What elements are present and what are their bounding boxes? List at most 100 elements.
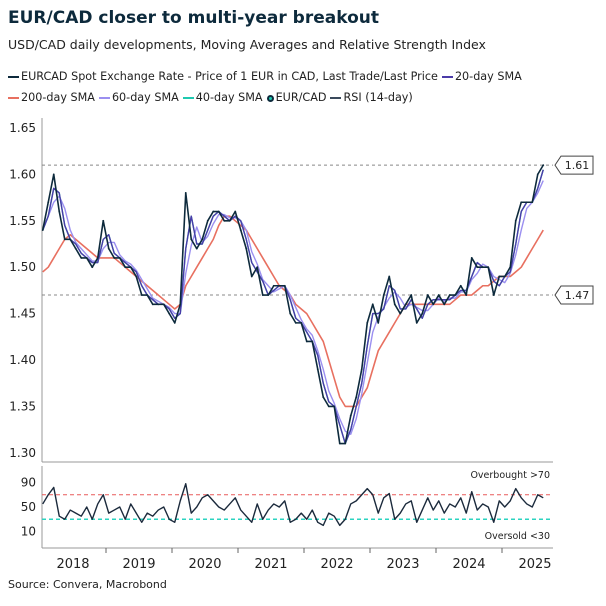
spot-point (311, 340, 314, 343)
spot-point (443, 303, 446, 306)
spot-point (162, 303, 165, 306)
spot-point (179, 303, 182, 306)
spot-point (91, 266, 94, 269)
spot-point (212, 210, 215, 213)
spot-point (382, 294, 385, 296)
spot-point (366, 321, 369, 324)
spot-point (129, 266, 132, 269)
spot-point (272, 284, 275, 287)
spot-point (492, 294, 495, 296)
spot-point (322, 396, 325, 399)
spot-point (448, 294, 451, 296)
spot-point (157, 303, 160, 306)
spot-point (261, 294, 264, 296)
spot-point (85, 257, 88, 259)
spot-point (278, 284, 281, 287)
spot-point (294, 321, 297, 324)
spot-point (124, 266, 127, 269)
spot-point (525, 201, 528, 204)
spot-point (217, 210, 220, 213)
spot-point (96, 257, 99, 259)
spot-point (481, 266, 484, 269)
spot-point (107, 247, 110, 250)
x-tick-label: 2025 (518, 557, 551, 572)
x-tick-label: 2019 (122, 557, 155, 572)
spot-point (355, 396, 358, 399)
spot-point (344, 442, 347, 445)
spot-point (256, 266, 259, 269)
spot-point (151, 303, 154, 306)
spot-point (300, 321, 303, 324)
spot-point (487, 266, 490, 269)
spot-point (228, 219, 231, 222)
spot-point (415, 321, 418, 324)
legend-swatch (441, 76, 453, 78)
legend-label: EUR/CAD (275, 91, 327, 104)
legend-item: 200-day SMA (8, 87, 95, 108)
spot-point (80, 257, 83, 259)
spot-point (509, 266, 512, 269)
spot-point (476, 266, 479, 269)
legend-label: 60-day SMA (111, 91, 179, 104)
annotation-label: 1.61 (565, 159, 590, 172)
y-tick-label: 1.40 (9, 353, 36, 367)
rsi-y-tick-label: 50 (21, 500, 36, 514)
x-tick-label: 2023 (386, 557, 419, 572)
spot-line (41, 164, 544, 445)
spot-point (184, 192, 187, 194)
spot-point (234, 210, 237, 213)
x-tick-label: 2018 (56, 557, 89, 572)
spot-point (465, 294, 468, 296)
spot-point (371, 303, 374, 306)
y-tick-label: 1.35 (9, 399, 36, 413)
marker-dot-icon (266, 94, 274, 102)
spot-point (52, 173, 55, 176)
spot-point (426, 294, 429, 296)
spot-point (250, 275, 253, 278)
legend-swatch (98, 97, 110, 99)
annotation-label: 1.47 (565, 289, 590, 302)
spot-point (360, 368, 363, 371)
spot-point (113, 257, 116, 259)
spot-point (146, 294, 149, 296)
spot-point (102, 219, 105, 222)
spot-point (239, 229, 242, 231)
spot-point (58, 210, 61, 213)
legend-label: 40-day SMA (195, 91, 263, 104)
spot-point (223, 219, 226, 222)
spot-point (377, 321, 380, 324)
x-tick-label: 2024 (452, 557, 485, 572)
y-tick-label: 1.55 (9, 214, 36, 228)
source-note: Source: Convera, Macrobond (8, 578, 167, 591)
oversold-label: Oversold <30 (485, 531, 550, 542)
rsi-line (42, 483, 544, 527)
legend-item: EURCAD Spot Exchange Rate - Price of 1 E… (8, 66, 438, 87)
x-tick-label: 2020 (188, 557, 221, 572)
spot-point (245, 247, 248, 250)
spot-point (267, 294, 270, 296)
spot-point (41, 229, 44, 231)
y-tick-label: 1.60 (9, 167, 36, 181)
spot-point (333, 405, 336, 408)
spot-point (410, 294, 413, 296)
spot-point (498, 275, 501, 278)
annotation-box (554, 285, 594, 305)
legend-item: 20-day SMA (441, 66, 522, 87)
spot-point (289, 312, 292, 315)
spot-point (118, 257, 121, 259)
spot-point (393, 303, 396, 306)
spot-point (140, 294, 143, 296)
spot-point (338, 442, 341, 445)
legend-swatch (330, 97, 342, 99)
legend-label: 20-day SMA (454, 70, 522, 83)
sma60-line (42, 180, 544, 435)
spot-point (404, 303, 407, 306)
legend-item: RSI (14-day) (330, 87, 413, 108)
legend-swatch (8, 76, 19, 78)
chart-subtitle: USD/CAD daily developments, Moving Avera… (8, 37, 486, 52)
spot-point (454, 294, 457, 296)
spot-point (69, 238, 72, 241)
spot-point (74, 247, 77, 250)
rsi-y-tick-label: 10 (21, 525, 36, 539)
